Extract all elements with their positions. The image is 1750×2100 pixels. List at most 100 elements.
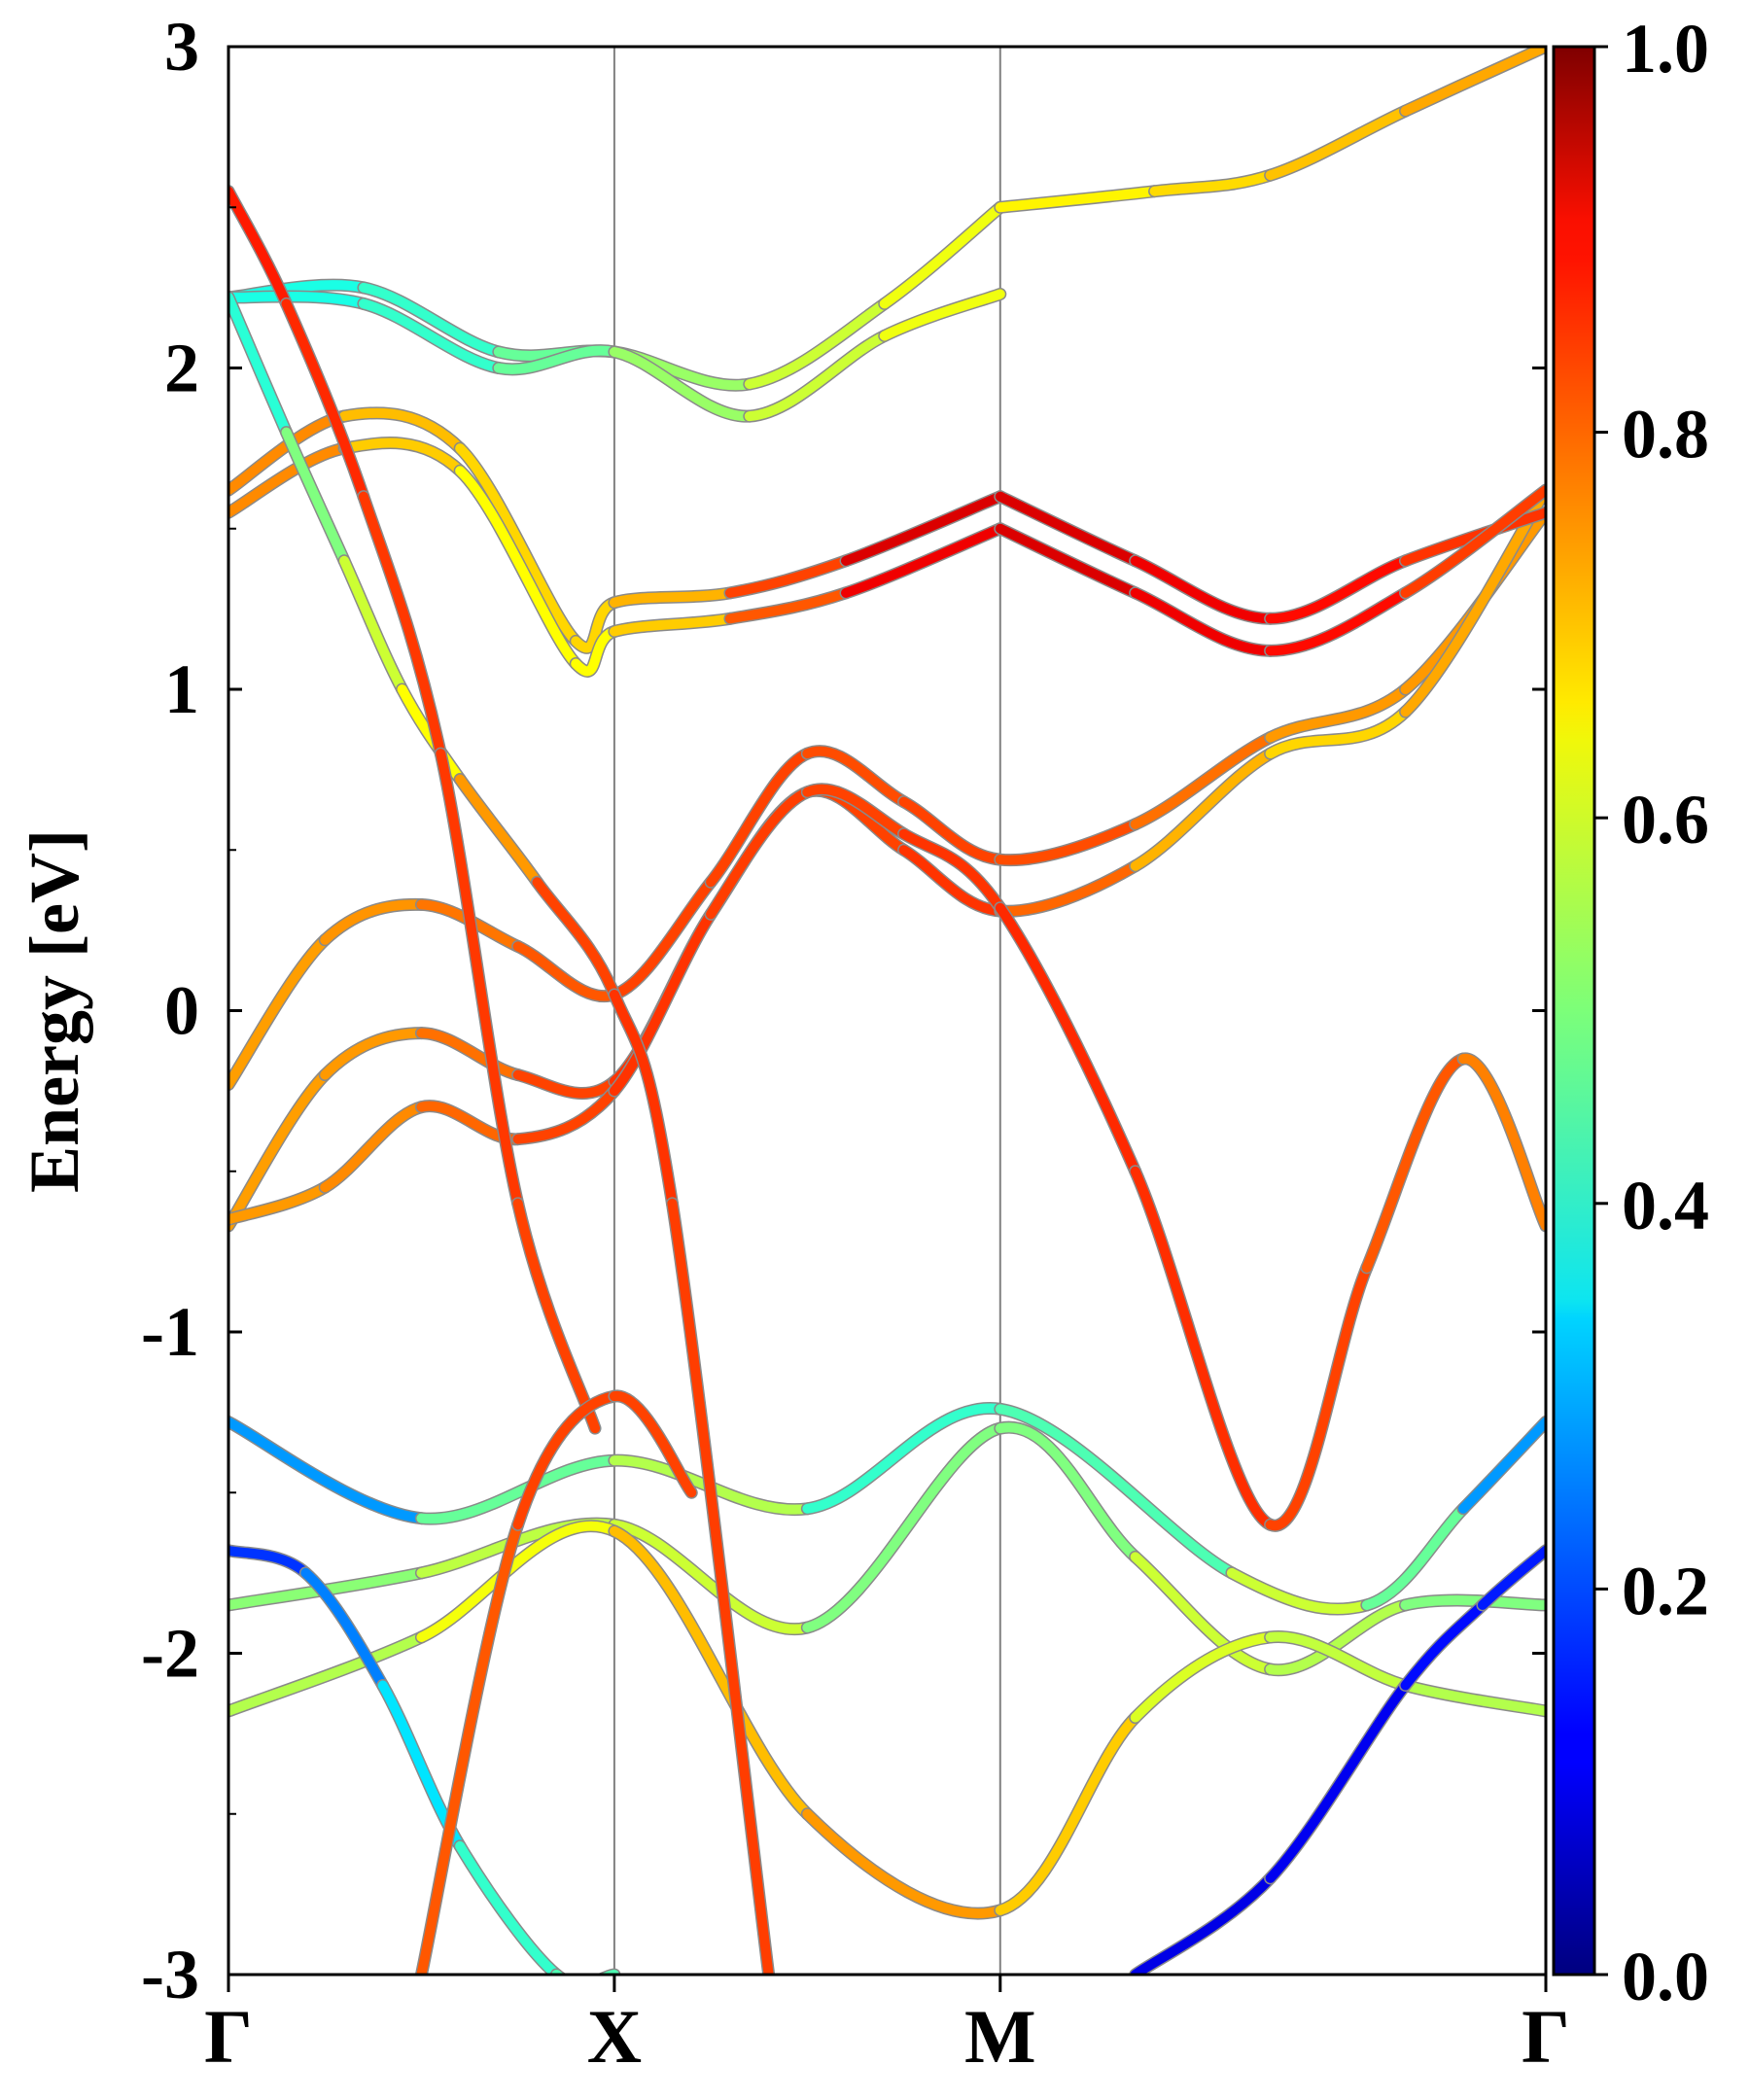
band-segment [512, 1391, 619, 1530]
band-segment [1130, 1166, 1276, 1530]
band-segment [320, 1102, 427, 1193]
band-segment [1265, 106, 1411, 181]
band-segment [281, 427, 350, 566]
band-segment [228, 1545, 311, 1578]
band-segment [532, 877, 619, 999]
band-segment [358, 298, 504, 373]
band-segment [995, 902, 1140, 1176]
band-segment [1458, 1054, 1546, 1231]
band-segment [416, 1455, 619, 1524]
band-segment [1265, 707, 1411, 759]
colorbar-tick-label: 0.6 [1622, 781, 1709, 858]
band-segment [228, 1417, 427, 1523]
band-segment [609, 989, 678, 1208]
band-segment [1265, 555, 1411, 624]
band-segment [1400, 47, 1546, 117]
band-segment [1400, 485, 1546, 718]
band-segment [1130, 1631, 1276, 1723]
band-5 [228, 1520, 1546, 1920]
band-segment [898, 845, 1005, 917]
band-segment [609, 877, 717, 999]
band-segment [879, 289, 1005, 341]
band-segment [609, 1520, 813, 1634]
band-segment [841, 491, 1005, 566]
band-segment [416, 1521, 619, 1642]
band-0 [228, 506, 1546, 1092]
band-segment [339, 438, 466, 476]
y-axis-ticks: -3 -2 -1 0 1 2 3 [141, 8, 1546, 2013]
colorbar-tick-label: 0.0 [1622, 1938, 1709, 2015]
band-segment [1130, 587, 1276, 656]
band-segment [995, 523, 1140, 598]
y-tick-label: 1 [164, 650, 199, 728]
band-segment [667, 1198, 774, 1975]
band-segment [300, 1567, 388, 1691]
band-segment [1130, 749, 1276, 871]
band-segment [228, 1631, 427, 1716]
band-segment [1361, 1054, 1469, 1273]
colorbar-tick-label: 0.2 [1622, 1552, 1709, 1629]
y-tick-label: -3 [141, 1936, 199, 2013]
y-axis-title: Energy [eV] [16, 829, 93, 1193]
band-segment [879, 202, 1005, 309]
colorbar-tick-label: 1.0 [1622, 10, 1709, 88]
band-segment [339, 407, 466, 454]
band-13 [228, 291, 776, 1975]
band-9 [228, 437, 1007, 678]
band-segment [281, 298, 368, 502]
band-segment [609, 909, 717, 1097]
band-2 [228, 783, 1546, 1532]
band-segment [1149, 170, 1276, 196]
band-segment [512, 941, 619, 1001]
band-segment [228, 1567, 427, 1610]
band-segment [1130, 1552, 1276, 1675]
band-segment [706, 749, 813, 888]
band-segment [724, 587, 852, 624]
colorbar-tick-label: 0.8 [1622, 396, 1709, 473]
band-segment [436, 749, 523, 1208]
band-segment [995, 1712, 1140, 1915]
band-lines [228, 47, 1546, 1975]
band-segment [995, 860, 1140, 917]
band-segment [1226, 1567, 1372, 1615]
band-1 [228, 483, 1546, 1233]
band-segment [416, 1520, 523, 1975]
band-segment [358, 491, 446, 759]
band-segment [416, 1028, 523, 1080]
band-segment [228, 1182, 331, 1225]
high-symmetry-lines [612, 47, 1001, 1975]
band-segment [995, 1422, 1140, 1562]
band-segment [1265, 1631, 1411, 1691]
band-segment [571, 597, 619, 653]
band-segment [898, 828, 1005, 913]
band-segment [320, 899, 427, 945]
band-15 [1129, 1544, 1546, 1975]
colorbar-ticks: 0.0 0.2 0.4 0.6 0.8 1.0 [1594, 10, 1709, 2015]
band-segment [744, 298, 890, 390]
band-segment [1400, 1599, 1488, 1691]
band-segment [898, 796, 1005, 865]
x-tick-label: X [587, 1994, 642, 2079]
y-tick-label: 3 [164, 8, 199, 86]
band-16 [228, 185, 602, 1435]
band-segment [995, 819, 1140, 865]
band-segment [512, 1069, 619, 1099]
band-segment [228, 934, 331, 1090]
x-tick-label: M [964, 1994, 1036, 2079]
band-segment [1265, 1599, 1411, 1675]
band-segment [397, 684, 466, 785]
band-segment [802, 1403, 1005, 1514]
band-12 [994, 483, 1546, 657]
band-segment [724, 555, 852, 598]
band-segment [1265, 1680, 1411, 1883]
band-segment [339, 555, 407, 694]
band-segment [995, 186, 1160, 213]
band-segment [1130, 555, 1276, 624]
band-segment [1361, 1503, 1469, 1610]
band-segment [455, 443, 581, 647]
band-segment [609, 613, 735, 637]
band-segment [995, 491, 1140, 566]
band-segment [571, 626, 619, 677]
band-segment [802, 1423, 1005, 1633]
